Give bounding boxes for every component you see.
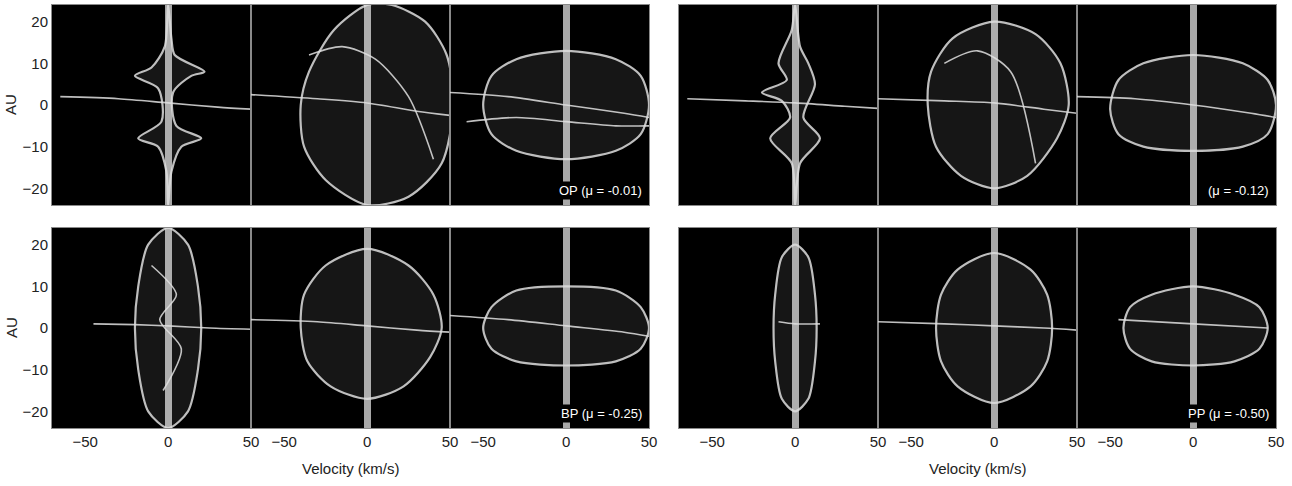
svg-text:PP (μ = -0.50): PP (μ = -0.50) [1188,406,1269,421]
svg-text:0: 0 [40,96,48,113]
svg-text:−20: −20 [23,180,48,197]
svg-text:50: 50 [1069,433,1086,450]
svg-text:Velocity (km/s): Velocity (km/s) [302,460,400,477]
svg-text:−50: −50 [271,433,296,450]
svg-text:−10: −10 [23,361,48,378]
svg-text:(μ = -0.12): (μ = -0.12) [1208,183,1269,198]
svg-text:50: 50 [641,433,658,450]
svg-text:0: 0 [164,433,172,450]
svg-text:−10: −10 [23,138,48,155]
svg-text:BP (μ = -0.25): BP (μ = -0.25) [561,406,642,421]
svg-text:−50: −50 [72,433,97,450]
svg-text:10: 10 [31,55,48,72]
svg-text:50: 50 [870,433,887,450]
svg-text:0: 0 [1189,433,1197,450]
svg-text:50: 50 [1268,433,1285,450]
svg-text:0: 0 [990,433,998,450]
svg-text:−50: −50 [470,433,495,450]
svg-text:50: 50 [442,433,459,450]
svg-text:AU: AU [3,317,20,338]
svg-text:20: 20 [31,236,48,253]
svg-text:−20: −20 [23,403,48,420]
svg-text:10: 10 [31,278,48,295]
svg-text:−50: −50 [898,433,923,450]
svg-text:AU: AU [2,94,19,115]
svg-text:0: 0 [40,319,48,336]
svg-text:0: 0 [363,433,371,450]
svg-text:20: 20 [31,13,48,30]
svg-text:50: 50 [243,433,260,450]
svg-text:−50: −50 [699,433,724,450]
svg-text:Velocity (km/s): Velocity (km/s) [929,460,1027,477]
svg-text:OP (μ = -0.01): OP (μ = -0.01) [559,183,642,198]
svg-text:−50: −50 [1097,433,1122,450]
svg-text:0: 0 [562,433,570,450]
svg-text:0: 0 [791,433,799,450]
